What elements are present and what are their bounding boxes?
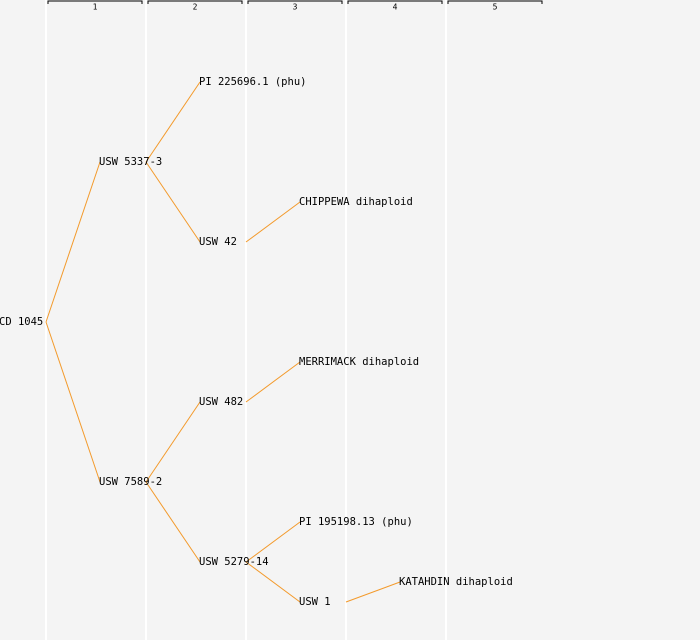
node-label: PI 195198.13 (phu) bbox=[299, 516, 413, 528]
ruler-bracket bbox=[247, 0, 343, 4]
ruler-bracket bbox=[447, 0, 543, 4]
edge bbox=[45, 161, 101, 323]
ruler-bracket bbox=[147, 0, 243, 4]
node-label: PI 225696.1 (phu) bbox=[199, 76, 306, 88]
edge bbox=[245, 361, 301, 403]
edge bbox=[145, 161, 201, 243]
node-label: MERRIMACK dihaploid bbox=[299, 356, 419, 368]
edge bbox=[245, 521, 301, 563]
ruler-label: 2 bbox=[193, 3, 198, 12]
node-label: USW 42 bbox=[199, 236, 237, 248]
edge bbox=[145, 81, 201, 163]
node-label: USW 1 bbox=[299, 596, 331, 608]
node-label: KATAHDIN dihaploid bbox=[399, 576, 513, 588]
ruler-label: 1 bbox=[93, 3, 98, 12]
generation-ruler: 1 2 3 4 5 bbox=[47, 0, 543, 12]
edges bbox=[45, 81, 401, 603]
edge bbox=[245, 561, 301, 603]
edge bbox=[145, 481, 201, 563]
node-label: CHIPPEWA dihaploid bbox=[299, 196, 413, 208]
ruler-bracket bbox=[47, 0, 143, 4]
edge bbox=[45, 321, 101, 483]
node-label: USW 5337-3 bbox=[99, 156, 162, 168]
ruler-bracket bbox=[347, 0, 443, 4]
ruler-label: 5 bbox=[493, 3, 498, 12]
edge bbox=[145, 401, 201, 483]
nodes: CD 1045 USW 5337-3 USW 7589-2 PI 225696.1 (… bbox=[0, 76, 513, 608]
edge bbox=[345, 581, 401, 603]
column-separators bbox=[45, 0, 447, 640]
node-label: CD 1045 bbox=[0, 316, 43, 328]
edge bbox=[245, 201, 301, 243]
node-label: USW 482 bbox=[199, 396, 243, 408]
node-label: USW 5279-14 bbox=[199, 556, 269, 568]
node-label: USW 7589-2 bbox=[99, 476, 162, 488]
ruler-label: 4 bbox=[393, 3, 398, 12]
ruler-label: 3 bbox=[293, 3, 298, 12]
